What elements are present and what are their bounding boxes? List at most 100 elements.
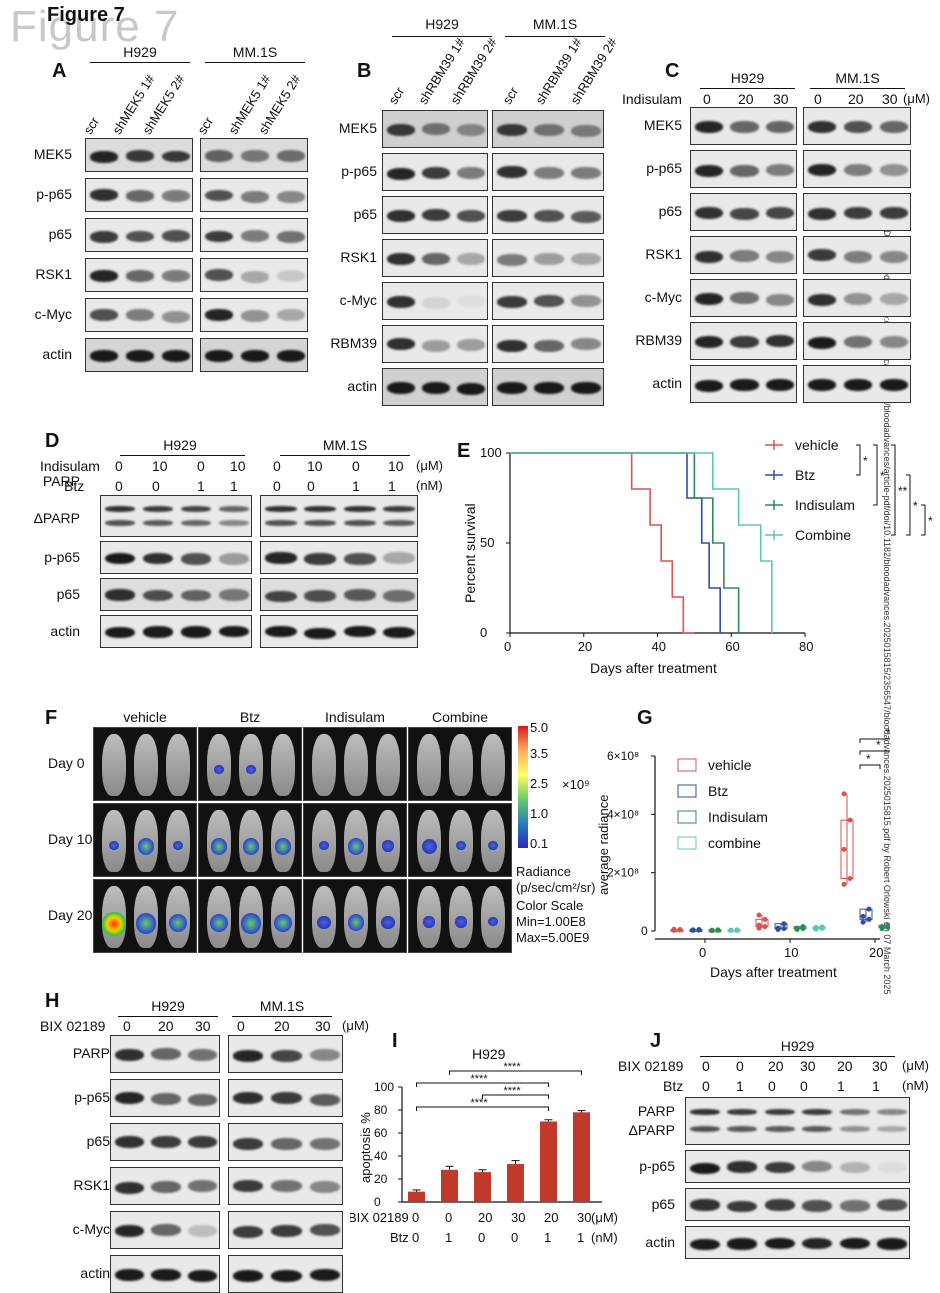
- y-tick-label: 80: [374, 1103, 388, 1117]
- color-scale-tick: 5.0: [530, 720, 549, 735]
- blot-band: [142, 505, 174, 512]
- blot-band: [730, 120, 759, 133]
- blot-strip: [803, 279, 911, 317]
- panel-e-survival-chart: 0 20 40 60 80 0 50 100 Days after treatment Perce…: [462, 437, 933, 676]
- blot-strip: [382, 110, 488, 148]
- blot-band: [114, 1092, 144, 1105]
- data-point: [762, 916, 768, 922]
- panel-j-letter: J: [650, 1030, 662, 1052]
- data-point: [819, 924, 825, 930]
- box: [670, 929, 684, 933]
- blot-band: [114, 1181, 144, 1194]
- blot-row-label: actin: [645, 1233, 675, 1250]
- panel-g-letter: G: [637, 707, 653, 729]
- mouse-silhouette: [417, 734, 441, 796]
- dose-value: 0: [814, 91, 822, 107]
- blot-band: [232, 1225, 264, 1238]
- blot-band: [271, 1269, 302, 1282]
- legend-label: Indisulam: [795, 497, 855, 513]
- blot-band: [264, 552, 297, 564]
- data-point: [781, 921, 787, 927]
- panel-a-letter: A: [52, 60, 67, 82]
- blot-band: [271, 1137, 302, 1150]
- y-tick-label: 0: [641, 924, 648, 938]
- blot-band: [807, 249, 837, 262]
- blot-strip: [110, 1167, 220, 1205]
- panel-d-indisulam-label: Indisulam: [40, 458, 100, 474]
- blot-band: [204, 230, 234, 243]
- blot-band: [204, 350, 234, 363]
- y-tick-label: 60: [374, 1126, 388, 1140]
- scale-max: Max=5.00E9: [516, 930, 590, 945]
- blot-band: [843, 335, 873, 348]
- blot-strip: [260, 541, 418, 574]
- x-axis-title: Days after treatment: [590, 660, 717, 676]
- imaging-column-label: Combine: [431, 709, 489, 725]
- blot-strip: [690, 193, 797, 231]
- y-tick-label: 0: [480, 625, 487, 640]
- bix-dose-label: 20: [478, 1210, 492, 1225]
- blot-row-label: RSK1: [73, 1177, 110, 1193]
- data-point: [671, 926, 677, 932]
- tumor-signal: [347, 914, 365, 932]
- panel-d-indisulam-unit: (μM): [416, 458, 443, 473]
- blot-band: [765, 379, 795, 392]
- mouse-silhouette: [102, 734, 126, 796]
- blot-strip: [690, 236, 797, 274]
- blot-band: [188, 1180, 218, 1193]
- blot-row-label: actin: [80, 1265, 110, 1281]
- blot-band: [240, 190, 270, 203]
- legend-label: Combine: [795, 527, 851, 543]
- dose-value: 20: [738, 91, 754, 107]
- blot-band: [765, 120, 795, 133]
- blot-band: [161, 229, 191, 242]
- significance-mark: ****: [471, 1073, 489, 1085]
- blot-band: [218, 588, 250, 601]
- blot-row-label: RBM39: [330, 335, 377, 351]
- x-tick-label: 20: [578, 639, 592, 654]
- blot-row-label: actin: [50, 622, 80, 639]
- panel-f-letter: F: [45, 707, 58, 729]
- mouse-bioluminescence-image: [303, 803, 407, 877]
- box: [689, 929, 703, 933]
- blot-band: [496, 166, 527, 179]
- blot-band: [180, 553, 212, 565]
- tumor-signal: [273, 913, 293, 933]
- data-point: [800, 924, 806, 930]
- imaging-column-label: vehicle: [123, 709, 167, 725]
- panel-h-cellline-2-line: [232, 1016, 332, 1017]
- panel-j-btz-unit: (nM): [902, 1078, 929, 1093]
- blot-band: [104, 626, 136, 639]
- blot-band: [151, 1269, 181, 1282]
- apoptosis-bar: [540, 1121, 557, 1202]
- blot-strip: [382, 153, 488, 191]
- blot-strip: [260, 578, 418, 611]
- blot-band: [383, 552, 416, 564]
- blot-band: [807, 293, 837, 306]
- blot-row-label: RBM39: [635, 332, 682, 348]
- blot-strip: [492, 239, 604, 277]
- lane-label: scr: [385, 84, 408, 107]
- dose-value: 0: [123, 1018, 131, 1034]
- blot-band: [232, 1180, 264, 1193]
- blot-band: [161, 310, 191, 323]
- blot-band: [534, 382, 564, 394]
- data-point: [841, 881, 847, 887]
- x-axis-title: Days after treatment: [710, 964, 837, 980]
- blot-strip: [100, 495, 252, 537]
- blot-band: [125, 149, 155, 162]
- blot-band: [188, 1049, 218, 1062]
- blot-band: [802, 1160, 833, 1173]
- blot-band: [151, 1048, 181, 1061]
- panel-c-treatment-label: Indisulam: [622, 91, 682, 107]
- blot-band: [104, 589, 136, 602]
- x-tick-label: 20: [869, 945, 883, 960]
- blot-band: [730, 249, 759, 262]
- blot-row-label: MEK5: [643, 117, 682, 133]
- blot-strip: [200, 138, 308, 172]
- blot-band: [343, 625, 376, 638]
- box: [840, 819, 854, 879]
- blot-row-label: p65: [56, 585, 80, 602]
- blot-row-label: actin: [42, 346, 72, 362]
